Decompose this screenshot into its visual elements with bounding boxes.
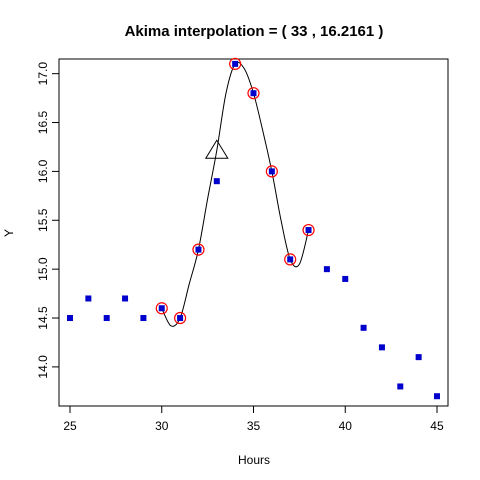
data-point [158,305,165,312]
data-point [433,393,440,400]
data-point [122,295,129,302]
data-point [378,344,385,351]
data-point [305,227,312,234]
data-point [85,295,92,302]
data-point [397,383,404,390]
y-tick-label: 14.5 [36,306,50,330]
plot-area-frame [58,58,449,407]
data-point [195,246,202,253]
highlight-circle [284,253,297,266]
x-tick-label: 30 [155,419,169,433]
x-tick-label: 40 [339,419,353,433]
x-axis-label: Hours [238,453,270,467]
y-tick-label: 16.0 [36,159,50,183]
highlight-circle [265,165,278,178]
highlight-circle [155,302,168,315]
data-point [103,315,110,322]
interpolation-curve [161,61,310,327]
highlight-circle [229,57,242,70]
data-point [287,256,294,263]
data-point [213,178,220,185]
data-point [177,315,184,322]
data-point [360,324,367,331]
data-points-layer [67,60,440,400]
data-point [268,168,275,175]
y-tick-label: 17.0 [36,62,50,86]
data-point [67,315,74,322]
highlight-circle [192,243,205,256]
x-axis: 25 30 35 40 45 [63,406,444,433]
highlight-circle [302,223,315,237]
highlight-circle [174,311,187,325]
x-tick-label: 35 [247,419,261,433]
highlight-circle [247,87,260,100]
y-tick-label: 15.0 [36,257,50,281]
x-tick-label: 25 [63,419,77,433]
highlight-circles-layer [155,57,315,325]
y-axis-label: Y [2,229,16,237]
data-point [232,60,239,67]
data-point [140,315,147,322]
interpolation-curve-layer [161,61,310,327]
data-point [342,275,349,282]
data-point [250,90,257,97]
interpolated-point-triangle [204,139,229,159]
y-tick-label: 14.0 [36,355,50,379]
data-point [415,354,422,361]
y-axis: 14.0 14.5 15.0 15.5 16.0 16.5 17.0 [36,62,59,379]
interpolated-point-layer [204,139,229,159]
data-point [323,266,330,273]
chart-title: Akima interpolation = ( 33 , 16.2161 ) [125,23,384,40]
y-tick-label: 16.5 [36,111,50,135]
x-tick-label: 45 [430,419,444,433]
y-tick-label: 15.5 [36,208,50,232]
